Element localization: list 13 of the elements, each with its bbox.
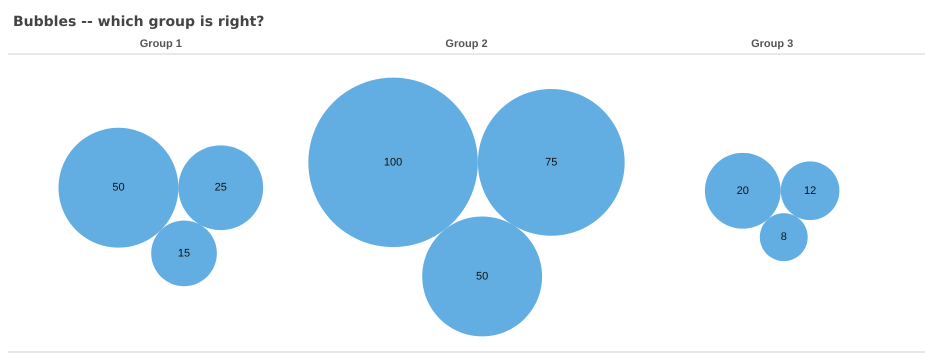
category-label: Group 2 xyxy=(445,38,488,50)
data-label: 15 xyxy=(178,247,190,260)
data-label: 20 xyxy=(736,184,749,197)
data-label: 12 xyxy=(804,184,816,197)
data-label: 25 xyxy=(214,182,227,194)
data-label: 50 xyxy=(476,270,488,282)
data-label: 8 xyxy=(780,231,787,244)
category-label: Group 1 xyxy=(140,38,182,50)
text: Bubbles -- which group is right? xyxy=(13,14,264,30)
data-label: 50 xyxy=(112,182,125,194)
category-label: Group 3 xyxy=(751,38,794,50)
data-label: 100 xyxy=(384,156,402,168)
data-label: 75 xyxy=(545,156,558,168)
